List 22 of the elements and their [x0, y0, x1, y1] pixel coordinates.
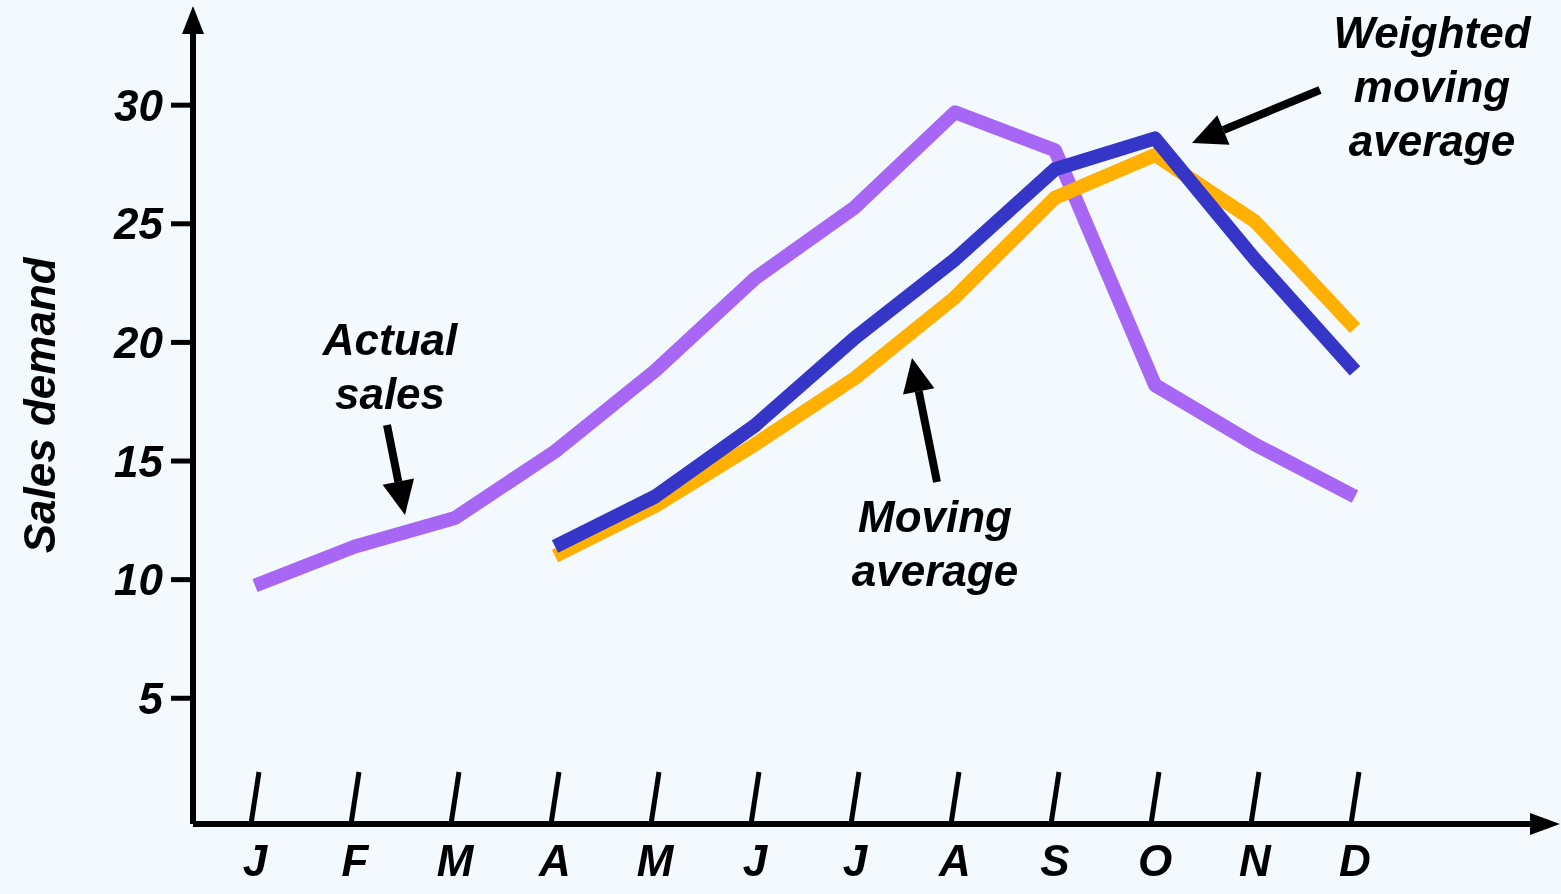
annotation: Weighted moving average: [1333, 8, 1532, 165]
x-tick-label: F: [341, 836, 370, 885]
y-tick-label: 10: [114, 555, 164, 605]
annotation: Moving average: [851, 492, 1019, 595]
annotation: Actual sales: [321, 315, 458, 418]
x-tick-label: J: [742, 836, 769, 885]
x-tick-label: S: [1040, 836, 1070, 885]
y-tick-label: 15: [114, 436, 164, 486]
x-tick-label: M: [436, 836, 475, 885]
x-tick-label: M: [636, 836, 675, 885]
x-tick-label: A: [938, 836, 971, 885]
y-axis-title: Sales demand: [15, 256, 64, 554]
x-tick-label: N: [1239, 836, 1273, 885]
x-tick-label: D: [1339, 836, 1371, 885]
x-tick-label: O: [1137, 836, 1173, 885]
y-tick-label: 25: [113, 199, 164, 249]
x-tick-label: A: [538, 836, 571, 885]
y-tick-label: 20: [113, 317, 164, 367]
x-tick-label: J: [242, 836, 269, 885]
x-tick-label: J: [842, 836, 869, 885]
y-tick-label: 5: [138, 673, 164, 723]
y-tick-label: 30: [114, 80, 164, 130]
